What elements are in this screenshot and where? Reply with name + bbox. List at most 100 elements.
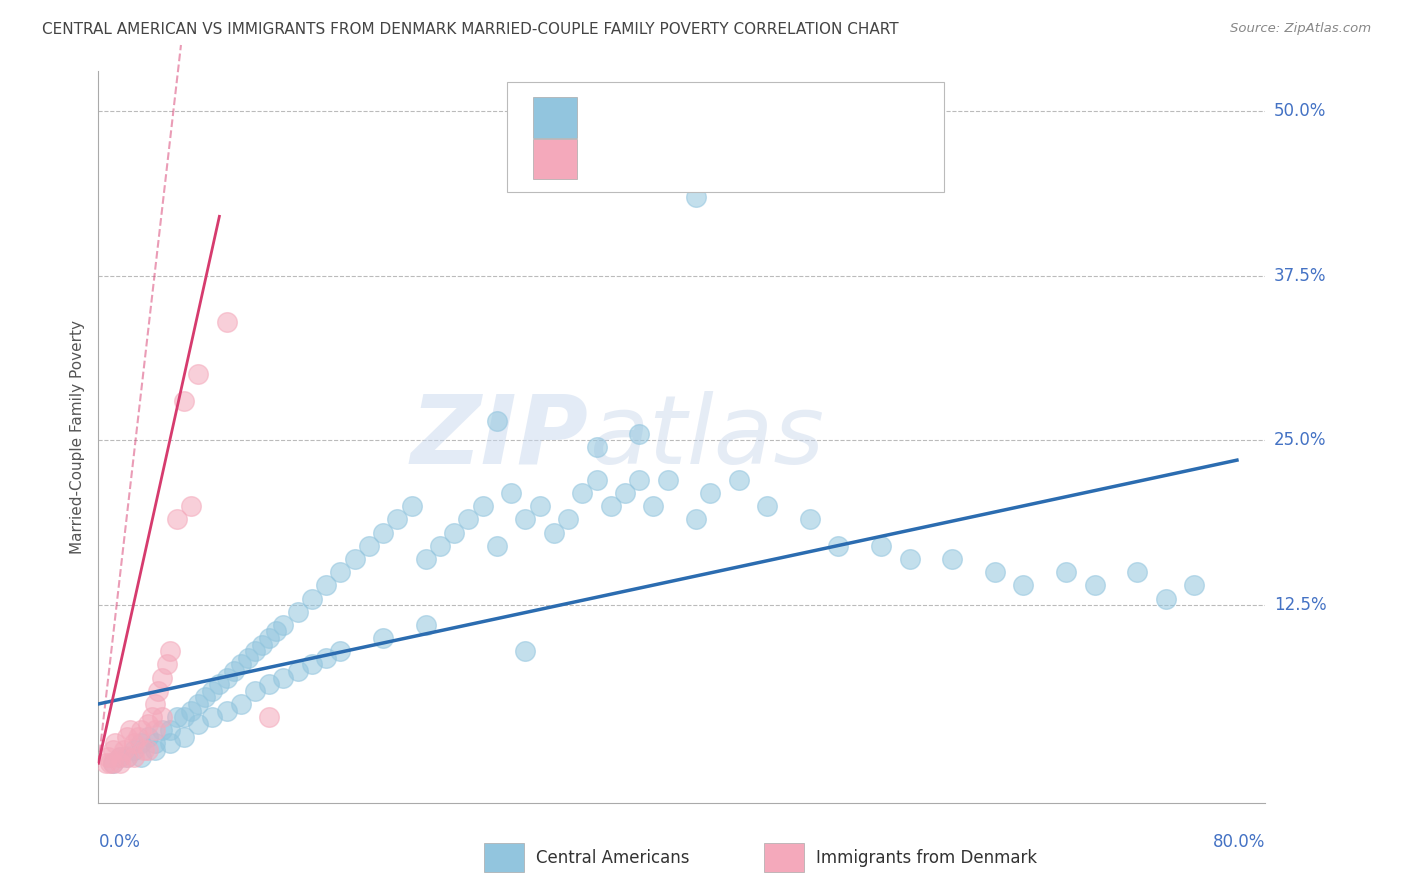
Point xyxy=(485,414,508,428)
Point xyxy=(97,749,120,764)
Text: N = 90: N = 90 xyxy=(734,108,803,127)
Point xyxy=(143,743,166,757)
Point xyxy=(173,393,195,408)
Point xyxy=(266,624,288,639)
Point xyxy=(457,512,479,526)
Point xyxy=(187,697,209,711)
Point xyxy=(222,664,245,678)
Point xyxy=(273,618,295,632)
Text: N = 33: N = 33 xyxy=(734,150,803,169)
Point xyxy=(141,710,163,724)
Point xyxy=(371,631,394,645)
Point xyxy=(152,723,174,738)
Point xyxy=(699,486,721,500)
Point xyxy=(132,743,155,757)
Text: R = 0.755: R = 0.755 xyxy=(595,150,693,169)
Text: 37.5%: 37.5% xyxy=(1274,267,1326,285)
Point xyxy=(515,512,537,526)
Point xyxy=(112,743,135,757)
Point xyxy=(984,565,1007,579)
Point xyxy=(529,500,551,514)
Point xyxy=(143,737,166,751)
Point xyxy=(115,749,138,764)
Text: Source: ZipAtlas.com: Source: ZipAtlas.com xyxy=(1230,22,1371,36)
Point xyxy=(152,671,174,685)
Point xyxy=(166,512,188,526)
Point xyxy=(101,756,124,771)
Point xyxy=(159,723,181,738)
Point xyxy=(357,539,380,553)
Point xyxy=(122,737,145,751)
Point xyxy=(243,683,266,698)
Point xyxy=(657,473,679,487)
Point xyxy=(1154,591,1177,606)
Point xyxy=(101,756,124,771)
Point xyxy=(166,710,188,724)
Point xyxy=(94,756,117,771)
Text: 50.0%: 50.0% xyxy=(1274,102,1326,120)
Text: R = 0.482: R = 0.482 xyxy=(595,108,693,127)
Point xyxy=(136,716,159,731)
Text: 80.0%: 80.0% xyxy=(1213,833,1265,851)
Point xyxy=(443,525,465,540)
Point xyxy=(287,664,309,678)
Text: atlas: atlas xyxy=(589,391,824,483)
Point xyxy=(229,697,252,711)
Point xyxy=(371,525,394,540)
Point xyxy=(301,657,323,672)
FancyBboxPatch shape xyxy=(533,97,576,137)
FancyBboxPatch shape xyxy=(484,843,524,872)
Point xyxy=(415,552,437,566)
Point xyxy=(287,605,309,619)
Text: Central Americans: Central Americans xyxy=(536,848,689,867)
Point xyxy=(870,539,893,553)
Text: 0.0%: 0.0% xyxy=(98,833,141,851)
Text: Immigrants from Denmark: Immigrants from Denmark xyxy=(815,848,1038,867)
Point xyxy=(122,749,145,764)
Point xyxy=(257,677,280,691)
Point xyxy=(108,749,131,764)
Text: 12.5%: 12.5% xyxy=(1274,596,1326,614)
Point xyxy=(273,671,295,685)
Point xyxy=(236,650,259,665)
Point xyxy=(614,486,637,500)
Y-axis label: Married-Couple Family Poverty: Married-Couple Family Poverty xyxy=(69,320,84,554)
Point xyxy=(122,743,145,757)
Point xyxy=(756,500,779,514)
Point xyxy=(1084,578,1107,592)
Point xyxy=(208,677,231,691)
FancyBboxPatch shape xyxy=(763,843,804,872)
Point xyxy=(941,552,963,566)
Point xyxy=(685,189,707,203)
Point xyxy=(215,315,238,329)
Point xyxy=(429,539,451,553)
Point xyxy=(180,500,202,514)
Point xyxy=(129,737,152,751)
Point xyxy=(215,671,238,685)
Point xyxy=(129,723,152,738)
Point xyxy=(159,644,181,658)
Text: ZIP: ZIP xyxy=(411,391,589,483)
Point xyxy=(515,644,537,658)
Point xyxy=(585,440,607,454)
Point xyxy=(194,690,217,705)
Point xyxy=(501,486,523,500)
Point xyxy=(243,644,266,658)
Point xyxy=(343,552,366,566)
Point xyxy=(471,500,494,514)
Point xyxy=(187,716,209,731)
Point xyxy=(628,426,651,441)
Point xyxy=(143,723,166,738)
Point xyxy=(387,512,409,526)
Point xyxy=(257,710,280,724)
Point xyxy=(108,749,131,764)
Point xyxy=(201,683,224,698)
Point xyxy=(108,756,131,771)
Point xyxy=(173,730,195,744)
Point xyxy=(557,512,579,526)
Point xyxy=(415,618,437,632)
FancyBboxPatch shape xyxy=(533,139,576,179)
Point xyxy=(115,749,138,764)
Point xyxy=(543,525,565,540)
Point xyxy=(628,473,651,487)
